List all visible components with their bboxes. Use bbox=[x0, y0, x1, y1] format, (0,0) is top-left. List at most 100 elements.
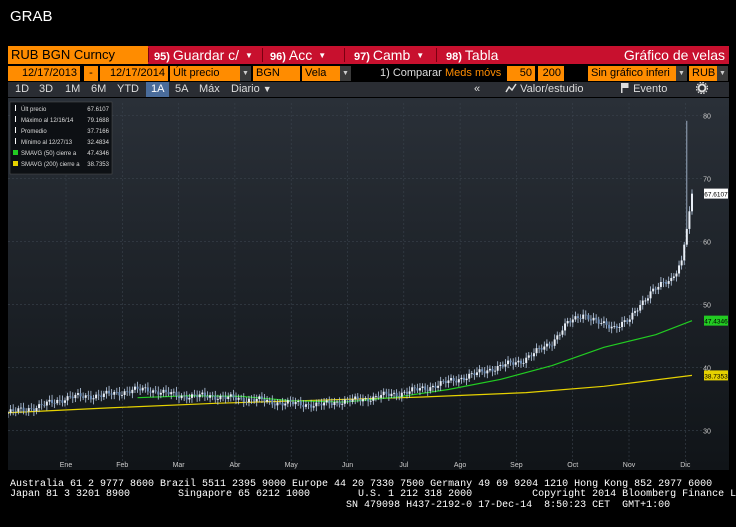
gear-icon[interactable] bbox=[695, 81, 709, 97]
moving-averages-button[interactable]: Meds móvs bbox=[445, 67, 502, 79]
candle-body bbox=[32, 408, 35, 411]
period-1d[interactable]: 1D bbox=[15, 83, 30, 95]
candle-body bbox=[152, 390, 155, 393]
candle-body bbox=[592, 317, 595, 321]
candle-body bbox=[118, 392, 121, 396]
study-button[interactable]: Valor/estudio bbox=[505, 82, 583, 97]
candle-body bbox=[95, 394, 98, 399]
candle-body bbox=[688, 211, 691, 229]
period-6m[interactable]: 6M bbox=[91, 83, 107, 95]
period-max[interactable]: Máx bbox=[199, 83, 220, 95]
menu-divider bbox=[148, 48, 149, 62]
candle-body bbox=[17, 408, 20, 412]
candle-body bbox=[450, 378, 453, 381]
currency-field[interactable]: RUB bbox=[689, 66, 717, 81]
chevron-down-icon[interactable]: ▼ bbox=[240, 66, 251, 81]
candle-body bbox=[333, 402, 336, 406]
candle-body bbox=[483, 371, 486, 374]
candle-body bbox=[289, 400, 292, 402]
start-date-field[interactable]: 12/17/2013 bbox=[8, 66, 80, 81]
candle-body bbox=[494, 370, 497, 372]
candle-body bbox=[330, 403, 333, 406]
x-tick-label: Oct bbox=[567, 462, 578, 469]
candle-body bbox=[499, 364, 502, 367]
candle-body bbox=[64, 400, 66, 403]
candle-body bbox=[224, 396, 227, 400]
candle-body bbox=[356, 396, 359, 400]
caret-down-icon: ▼ bbox=[416, 51, 425, 61]
candle-body bbox=[481, 369, 484, 372]
candle-body bbox=[211, 395, 214, 396]
ma2-field[interactable]: 200 bbox=[538, 66, 564, 81]
legend-value: 38.7353 bbox=[87, 162, 109, 168]
candle-body bbox=[618, 327, 621, 328]
candle-body bbox=[408, 391, 411, 394]
chevron-down-icon[interactable]: ▼ bbox=[340, 66, 351, 81]
candle-body bbox=[359, 399, 362, 402]
x-tick-label: Jul bbox=[399, 462, 408, 469]
candle-body bbox=[53, 402, 56, 404]
candle-body bbox=[25, 411, 28, 413]
period-3d[interactable]: 3D bbox=[39, 83, 54, 95]
candle-body bbox=[276, 402, 279, 406]
legend-swatch bbox=[13, 150, 18, 155]
event-label: Evento bbox=[633, 83, 668, 95]
candle-body bbox=[628, 319, 631, 322]
candle-body bbox=[157, 391, 160, 395]
frequency-select[interactable]: Diario ▼ bbox=[226, 82, 277, 97]
collapse-icon[interactable]: « bbox=[474, 83, 481, 95]
candle-body bbox=[229, 394, 232, 397]
candle-body bbox=[294, 402, 297, 405]
candle-body bbox=[266, 399, 269, 402]
candle-body bbox=[219, 395, 222, 400]
end-date-field[interactable]: 12/17/2014 bbox=[100, 66, 168, 81]
candle-body bbox=[312, 406, 315, 408]
candle-body bbox=[209, 395, 212, 398]
candlestick-chart[interactable]: 30 40 50 60 70 80 Ene Feb Mar Abr May Jun Jul Ago Sep… bbox=[8, 98, 729, 470]
x-tick-label: May bbox=[285, 462, 299, 469]
candle-body bbox=[136, 386, 139, 389]
change-menu[interactable]: 97) Camb ▼ bbox=[354, 46, 424, 64]
candle-body bbox=[579, 317, 582, 319]
candle-body bbox=[141, 387, 144, 391]
event-button[interactable]: Evento bbox=[620, 82, 667, 97]
price-field-select[interactable]: Últ precio bbox=[170, 66, 240, 81]
candle-body bbox=[491, 368, 494, 372]
chevron-down-icon[interactable]: ▼ bbox=[717, 66, 728, 81]
candle-body bbox=[447, 380, 450, 384]
candle-body bbox=[517, 360, 520, 363]
actions-menu[interactable]: 96) Acc ▼ bbox=[270, 46, 326, 64]
ma1-field[interactable]: 50 bbox=[507, 66, 535, 81]
source-field[interactable]: BGN bbox=[253, 66, 300, 81]
compare-button[interactable]: 1) Comparar bbox=[380, 67, 442, 79]
candle-body bbox=[649, 291, 652, 299]
candle-body bbox=[284, 403, 287, 406]
candle-body bbox=[553, 339, 556, 346]
candle-body bbox=[504, 364, 507, 367]
period-1m[interactable]: 1M bbox=[65, 83, 81, 95]
save-menu[interactable]: 95) Guardar c/ ▼ bbox=[154, 46, 253, 64]
candle-body bbox=[507, 360, 510, 365]
candle-body bbox=[325, 400, 328, 403]
candle-body bbox=[22, 407, 25, 412]
legend-label: Máximo al 12/16/14 bbox=[21, 118, 74, 124]
style-select[interactable]: Vela bbox=[302, 66, 340, 81]
period-1a[interactable]: 1A bbox=[146, 82, 170, 97]
candle-body bbox=[315, 402, 318, 407]
chevron-down-icon[interactable]: ▼ bbox=[676, 66, 687, 81]
line-chart-icon bbox=[505, 83, 517, 93]
candle-body bbox=[201, 392, 204, 395]
security-input[interactable]: RUB BGN Curncy bbox=[8, 46, 148, 64]
frequency-label: Diario bbox=[231, 83, 260, 95]
candle-body bbox=[328, 400, 331, 404]
candle-body bbox=[214, 395, 217, 400]
period-ytd[interactable]: YTD bbox=[117, 83, 139, 95]
period-5a[interactable]: 5A bbox=[175, 83, 189, 95]
candle-body bbox=[175, 391, 178, 397]
candle-body bbox=[626, 320, 629, 322]
candle-body bbox=[82, 396, 85, 398]
candle-body bbox=[30, 408, 33, 409]
lower-chart-select[interactable]: Sin gráfico inferi bbox=[588, 66, 676, 81]
candle-body bbox=[400, 392, 403, 397]
table-menu[interactable]: 98) Tabla bbox=[446, 46, 498, 64]
